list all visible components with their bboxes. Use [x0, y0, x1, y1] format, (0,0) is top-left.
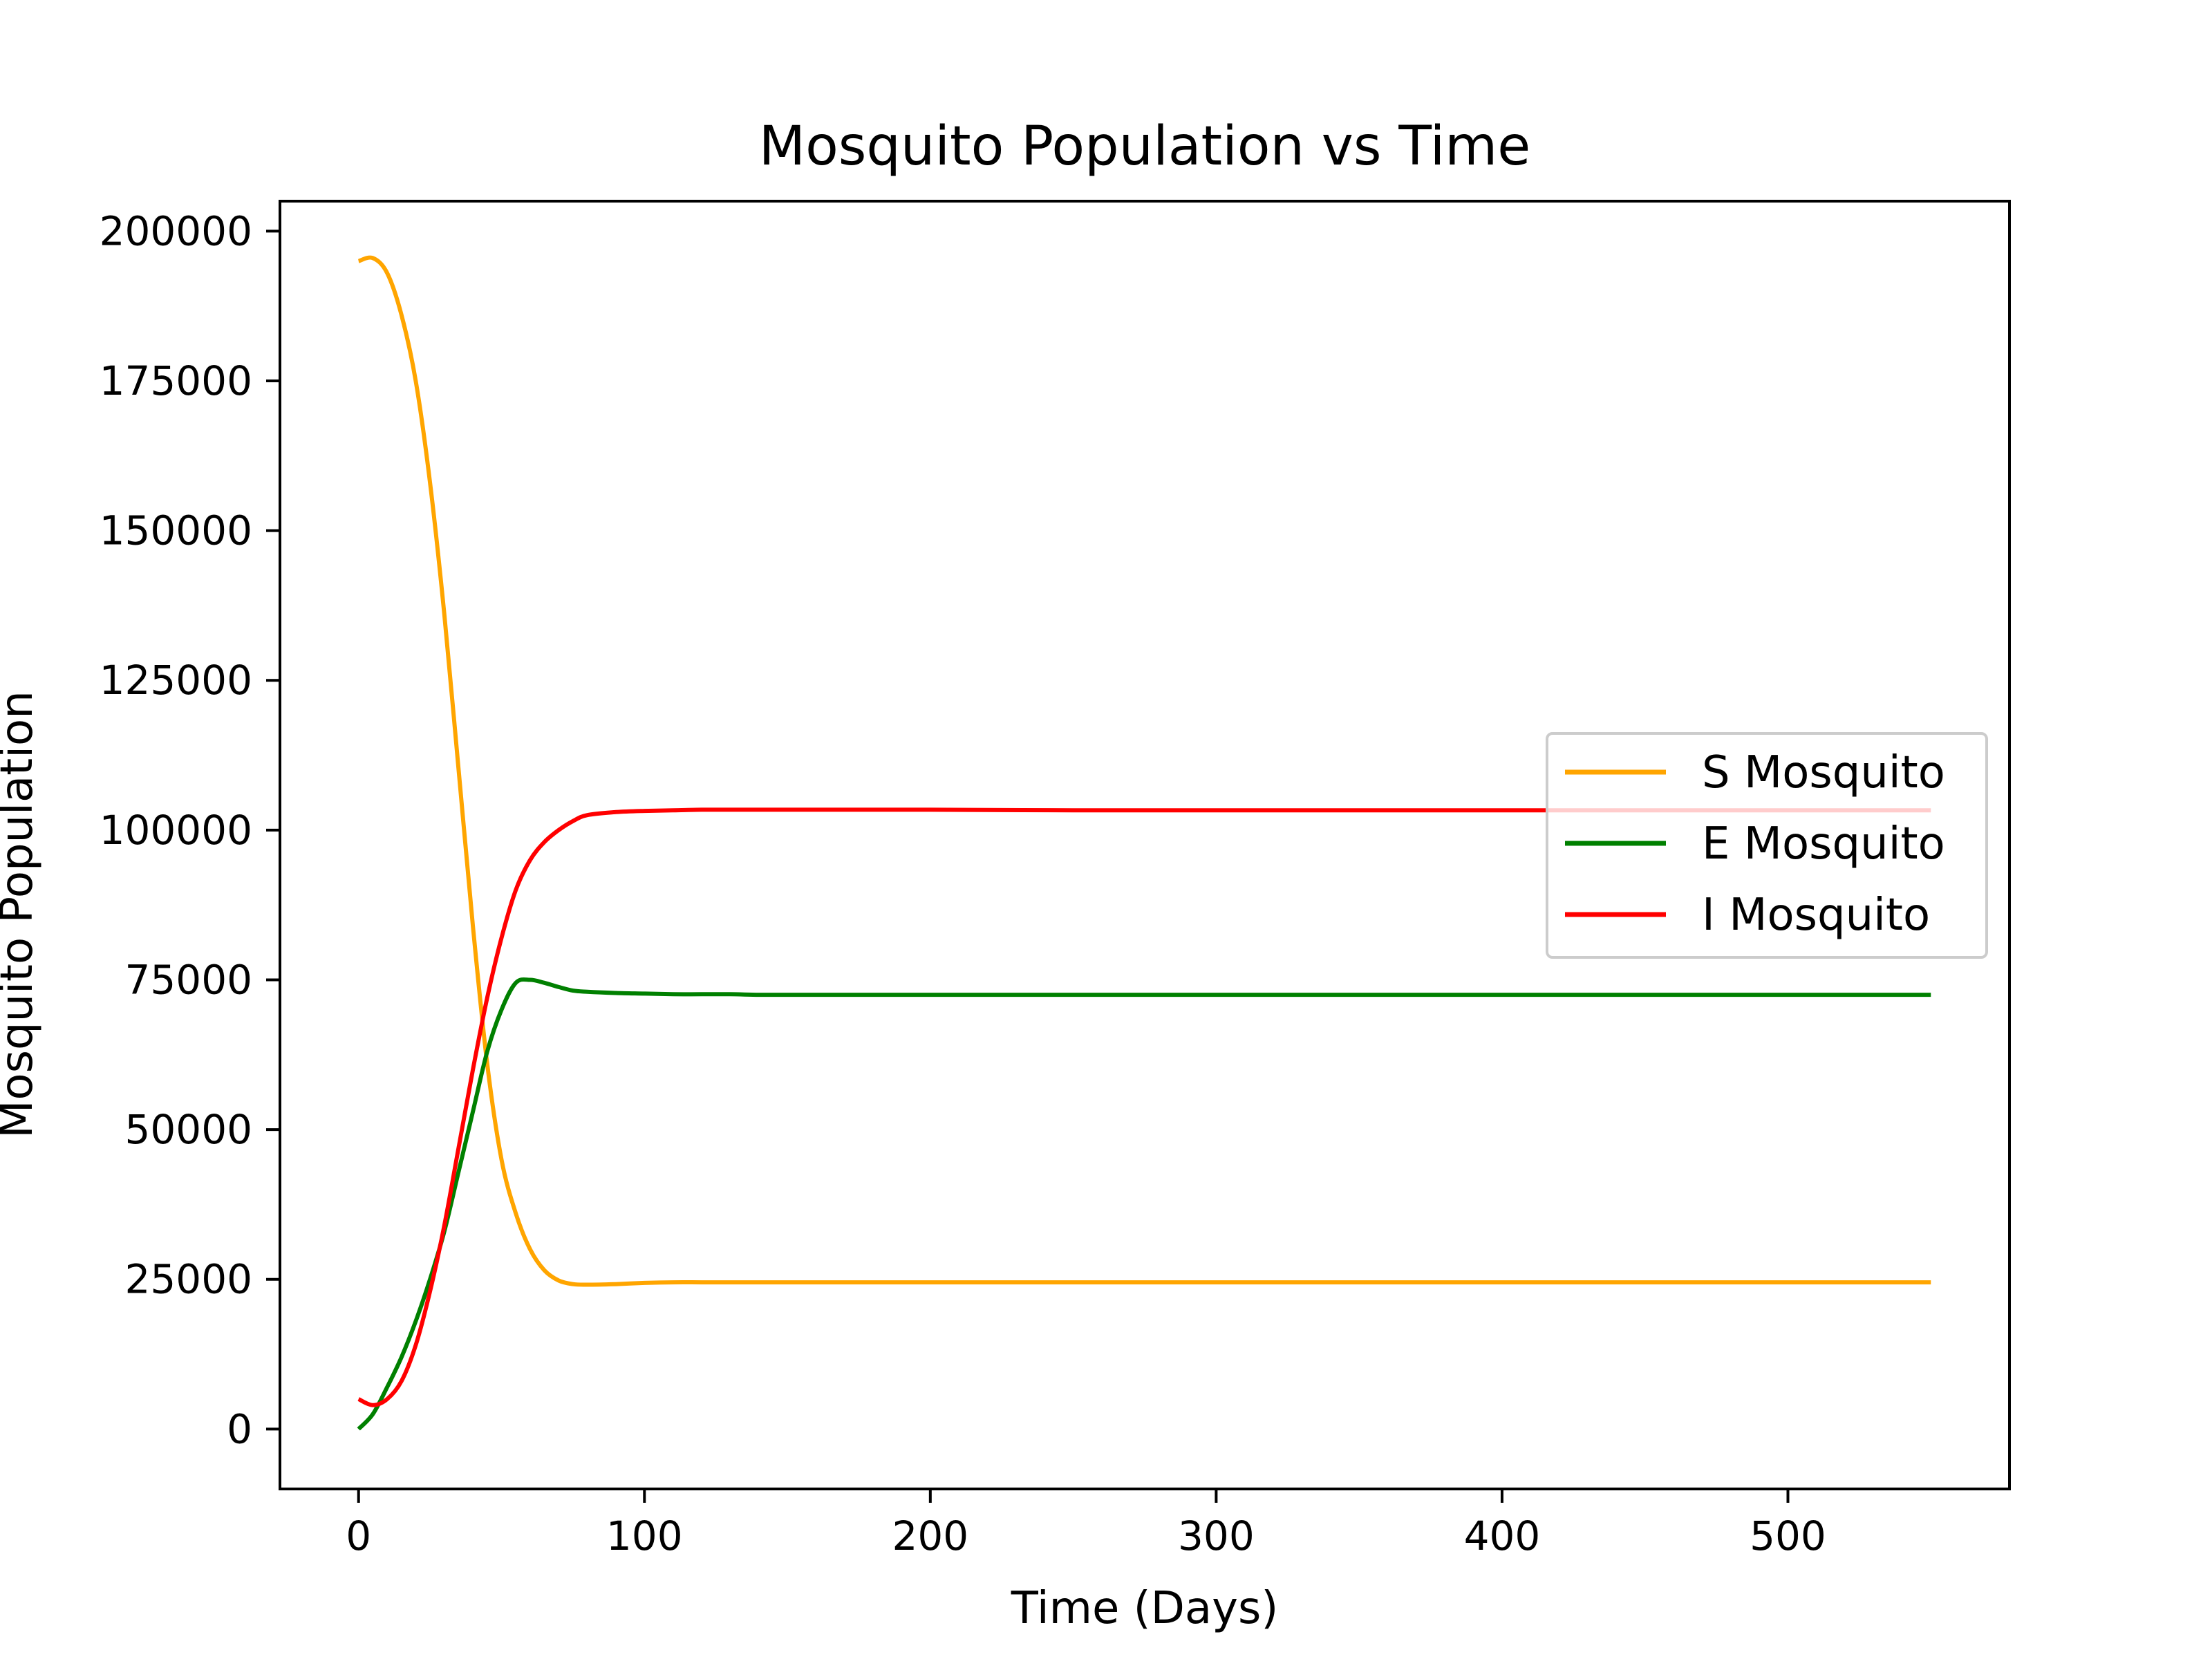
- legend-label-i-mosquito: I Mosquito: [1702, 890, 1930, 941]
- plot-frame: [279, 200, 2011, 1490]
- y-axis-ticks: 0 25000 50000 75000 100000 125000 150000 175000…: [100, 207, 280, 1452]
- x-tick-label: 300: [1178, 1512, 1255, 1559]
- y-tick-label: 175000: [100, 357, 252, 404]
- y-tick-label: 125000: [100, 657, 252, 704]
- y-tick-label: 50000: [124, 1106, 252, 1153]
- x-tick-label: 200: [892, 1512, 968, 1559]
- y-tick-label: 75000: [124, 956, 252, 1003]
- series-lines: [357, 255, 1931, 1431]
- y-tick-label: 100000: [100, 807, 252, 854]
- y-axis-label: Mosquito Population: [0, 691, 43, 1138]
- x-axis-label: Time (Days): [1011, 1583, 1279, 1634]
- x-tick-label: 100: [606, 1512, 683, 1559]
- x-tick-label: 0: [346, 1512, 371, 1559]
- x-axis-ticks: 0 100 200 300 400 500: [346, 1489, 1826, 1559]
- y-tick-label: 25000: [124, 1256, 252, 1303]
- legend-box: [1546, 732, 1988, 959]
- x-tick-label: 500: [1750, 1512, 1826, 1559]
- y-tick-label: 150000: [100, 507, 252, 554]
- legend-label-s-mosquito: S Mosquito: [1702, 747, 1945, 798]
- legend-label-e-mosquito: E Mosquito: [1702, 818, 1945, 870]
- y-tick-label: 0: [227, 1405, 252, 1452]
- x-tick-label: 400: [1464, 1512, 1541, 1559]
- series-line-s-mosquito: [357, 255, 1931, 1287]
- chart-title: Mosquito Population vs Time: [759, 115, 1530, 178]
- series-line-i-mosquito: [357, 807, 1931, 1407]
- legend: S Mosquito E Mosquito I Mosquito: [1546, 732, 1988, 959]
- y-tick-label: 200000: [100, 207, 252, 254]
